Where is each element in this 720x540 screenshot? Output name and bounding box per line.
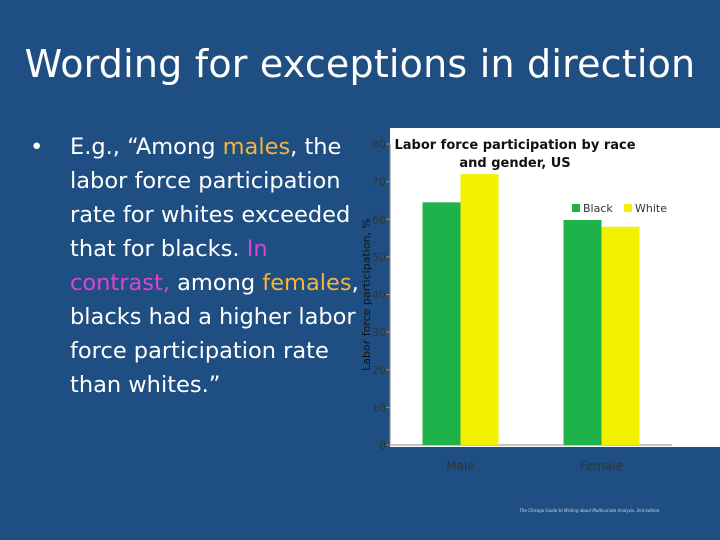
bar-white-female: [601, 226, 640, 445]
legend-label-white: White: [635, 202, 667, 215]
y-tick-label: 50: [372, 251, 386, 264]
bullet-text: E.g., “Among males, the labor force part…: [70, 130, 365, 402]
legend-swatch-black: [572, 204, 580, 212]
slide-title: Wording for exceptions in direction: [24, 42, 696, 86]
y-tick-label: 80: [372, 138, 386, 151]
bullet-segment-orange: females: [262, 270, 352, 296]
legend-swatch-white: [624, 204, 632, 212]
y-tick-label: 30: [372, 326, 386, 339]
x-tick-label: Female: [580, 459, 623, 473]
y-tick-label: 40: [372, 289, 386, 302]
bar-chart: 0 10 20 30 40 50 60 70 80 Labor force participati…: [360, 128, 720, 473]
bar-white-male: [460, 174, 499, 445]
legend-label-black: Black: [583, 202, 613, 215]
bullet-segment-magenta: In contrast,: [70, 236, 268, 296]
bullet-segment-normal: among: [169, 270, 263, 296]
y-tick-label: 20: [372, 364, 386, 377]
chart-title: Labor force participation by race and gen…: [394, 138, 635, 171]
bullet-dot: •: [30, 134, 44, 160]
bullet-point: • E.g., “Among males, the labor force pa…: [30, 130, 365, 402]
y-axis-title: Labor force participation, %: [360, 218, 373, 371]
bullet-segment-orange: males: [222, 134, 291, 160]
x-tick-label: Male: [446, 459, 474, 473]
y-tick-label: 70: [372, 176, 386, 189]
bar-black-male: [422, 202, 461, 445]
bullet-segment-normal: E.g., “Among: [70, 134, 223, 160]
y-tick-label: 0: [379, 439, 386, 452]
source-footnote: The Chicago Guide to Writing about Multi…: [519, 508, 661, 513]
bar-black-female: [563, 220, 602, 445]
bullet-segment-normal: , the labor force participation rate for…: [70, 134, 351, 262]
y-tick-label: 60: [372, 213, 386, 226]
y-tick-label: 10: [372, 401, 386, 414]
bullet-segment-normal: , blacks had a higher labor force partic…: [70, 270, 359, 398]
